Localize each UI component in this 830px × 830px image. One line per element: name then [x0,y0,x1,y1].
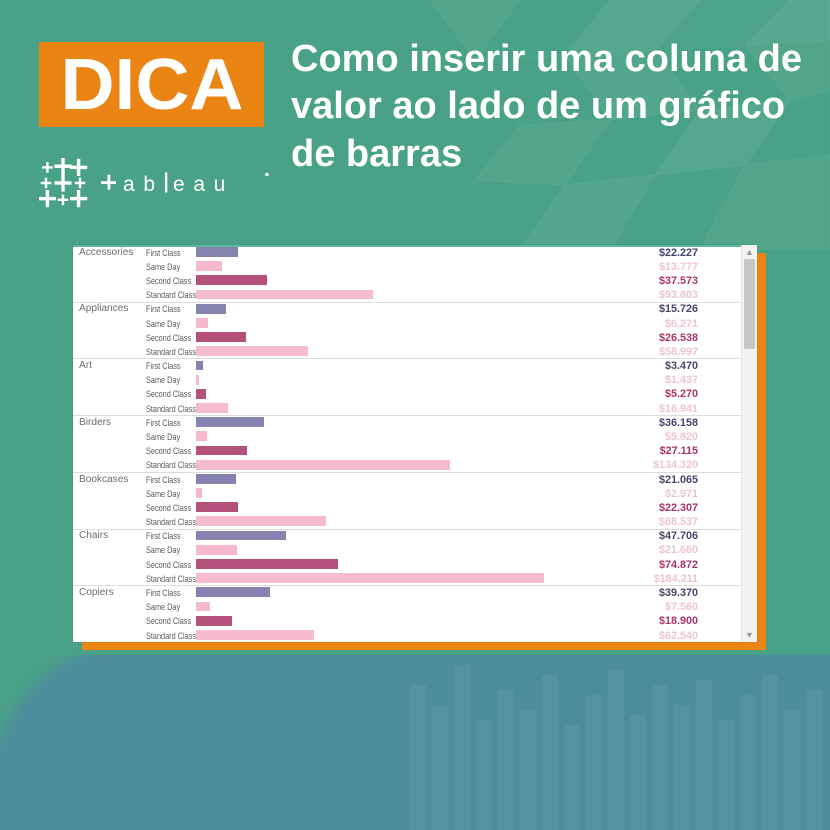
svg-text:e a u: e a u [173,173,227,196]
svg-text:a b: a b [123,173,156,196]
